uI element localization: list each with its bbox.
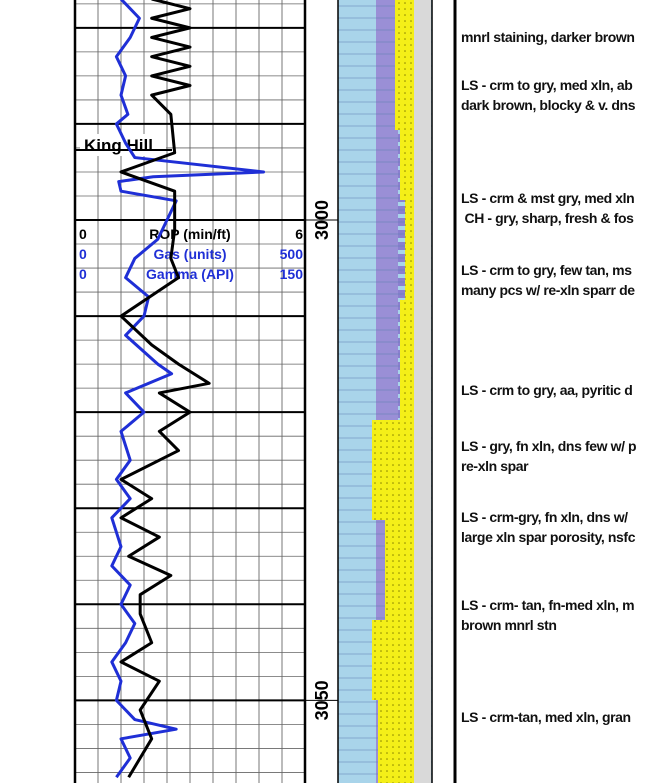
lithology-description: LS - crm- tan, fn-med xln, m brown mnrl s… xyxy=(461,595,654,635)
description-line: LS - crm-gry, fn xln, dns w/ xyxy=(461,509,628,525)
description-line: LS - crm to gry, med xln, ab xyxy=(461,77,633,93)
description-line: LS - gry, fn xln, dns few w/ p xyxy=(461,438,637,454)
log-curve xyxy=(119,0,211,779)
description-line: CH - gry, sharp, fresh & fos xyxy=(461,210,634,226)
lithology-description: LS - crm to gry, few tan, ms many pcs w/ … xyxy=(461,260,654,300)
description-line: many pcs w/ re-xln sparr de xyxy=(461,282,635,298)
sand-block xyxy=(378,700,414,783)
description-line: LS - crm to gry, few tan, ms xyxy=(461,262,632,278)
sand-block xyxy=(372,620,414,700)
sand-block xyxy=(405,200,414,300)
track-grid xyxy=(75,0,305,783)
scale-min: 0 xyxy=(79,266,87,282)
log-curve xyxy=(110,0,266,779)
depth-label: 3050 xyxy=(312,680,332,720)
lithology-description: LS - crm-gry, fn xln, dns w/large xln sp… xyxy=(461,507,654,547)
scale-max: 500 xyxy=(280,246,304,262)
sand-block xyxy=(372,420,414,520)
description-line: LS - crm & mst gry, med xln xyxy=(461,190,635,206)
description-line: re-xln spar xyxy=(461,458,529,474)
description-line: LS - crm- tan, fn-med xln, m xyxy=(461,597,635,613)
lithology-sand xyxy=(372,0,431,783)
description-line: brown mnrl stn xyxy=(461,617,557,633)
scale-min: 0 xyxy=(79,246,87,262)
description-line: dark brown, blocky & v. dns xyxy=(461,97,636,113)
formation-label: King Hill xyxy=(84,136,153,155)
sand-block xyxy=(395,0,414,130)
shale-strip xyxy=(414,0,431,783)
sand-block xyxy=(400,130,414,200)
lithology-description: LS - crm to gry, med xln, ab dark brown, … xyxy=(461,75,654,115)
description-line: large xln spar porosity, nsfc xyxy=(461,529,636,545)
lithology-description: LS - crm to gry, aa, pyritic d xyxy=(461,380,654,400)
scale-max: 6 xyxy=(295,226,303,242)
lithology-description: LS - crm-tan, med xln, gran xyxy=(461,707,654,727)
scale-name: ROP (min/ft) xyxy=(149,226,230,242)
sand-block xyxy=(400,300,414,420)
description-line: mnrl staining, darker brown xyxy=(461,29,635,45)
scale-name: Gamma (API) xyxy=(146,266,234,282)
description-line: LS - crm-tan, med xln, gran xyxy=(461,709,631,725)
lithology-description: mnrl staining, darker brown xyxy=(461,27,654,47)
scale-min: 0 xyxy=(79,226,87,242)
lithology-description: LS - gry, fn xln, dns few w/ p re-xln spa… xyxy=(461,436,654,476)
scale-name: Gas (units) xyxy=(153,246,226,262)
description-line: LS - crm to gry, aa, pyritic d xyxy=(461,382,633,398)
depth-label: 3000 xyxy=(312,200,332,240)
lithology-description: LS - crm & mst gry, med xln CH - gry, sh… xyxy=(461,188,654,228)
sand-block xyxy=(385,520,414,620)
scale-max: 150 xyxy=(280,266,304,282)
